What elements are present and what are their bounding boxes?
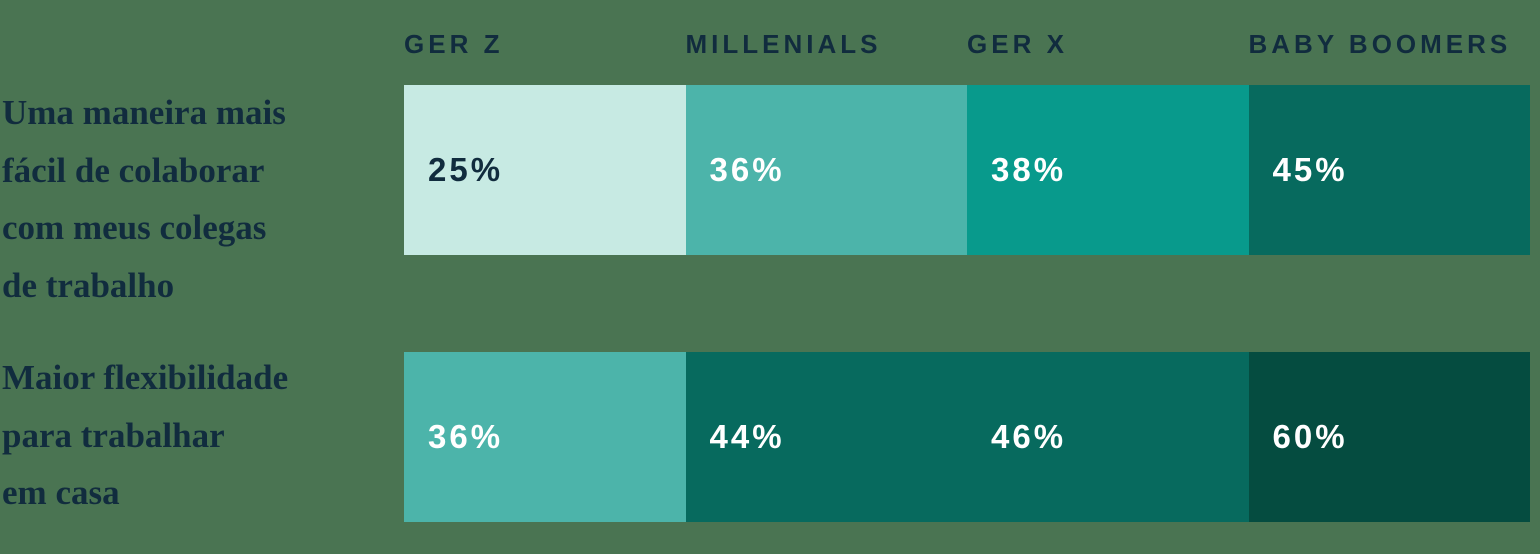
column-header-millenials: MILLENIALS bbox=[685, 29, 882, 59]
bar-row-colaborar: 25% 36% 38% 45% bbox=[404, 85, 1530, 255]
row-label-flexibilidade: Maior flexibilidade para trabalhar em ca… bbox=[2, 349, 400, 522]
column-header-baby-boomers: BABY BOOMERS bbox=[1248, 29, 1512, 59]
bar-value: 44% bbox=[709, 418, 785, 455]
bar-row-flexibilidade: 36% 44% 46% 60% bbox=[404, 352, 1530, 522]
row-label-line: com meus colegas bbox=[2, 208, 267, 247]
bar-value: 38% bbox=[991, 151, 1067, 188]
bar-segment-millenials: 44% bbox=[685, 352, 967, 522]
bar-value: 45% bbox=[1272, 151, 1348, 188]
bar-segment-millenials: 36% bbox=[685, 85, 967, 255]
row-label-line: para trabalhar bbox=[2, 415, 225, 455]
bar-segment-ger-z: 36% bbox=[404, 352, 686, 522]
bar-segment-ger-x: 38% bbox=[967, 85, 1249, 255]
bar-segment-baby-boomers: 45% bbox=[1248, 85, 1530, 255]
bar-value: 60% bbox=[1272, 418, 1348, 455]
bar-value: 25% bbox=[428, 151, 504, 188]
column-header-ger-x: GER X bbox=[967, 29, 1068, 59]
bar-value: 36% bbox=[709, 151, 785, 188]
bar-segment-ger-x: 46% bbox=[967, 352, 1249, 522]
row-label-line: em casa bbox=[2, 473, 120, 512]
bar-segment-ger-z: 25% bbox=[404, 85, 686, 255]
row-label-line: de trabalho bbox=[2, 265, 175, 305]
row-label-line: Maior flexibilidade bbox=[2, 358, 289, 397]
bar-value: 36% bbox=[428, 418, 504, 455]
row-label-line: Uma maneira mais bbox=[2, 93, 286, 132]
bar-value: 46% bbox=[991, 418, 1067, 455]
bar-segment-baby-boomers: 60% bbox=[1248, 352, 1530, 522]
row-label-colaborar: Uma maneira mais fácil de colaborar com … bbox=[2, 84, 400, 314]
column-headers: GER Z MILLENIALS GER X BABY BOOMERS bbox=[404, 27, 1530, 61]
column-header-ger-z: GER Z bbox=[404, 29, 504, 59]
row-label-line: fácil de colaborar bbox=[2, 150, 265, 190]
